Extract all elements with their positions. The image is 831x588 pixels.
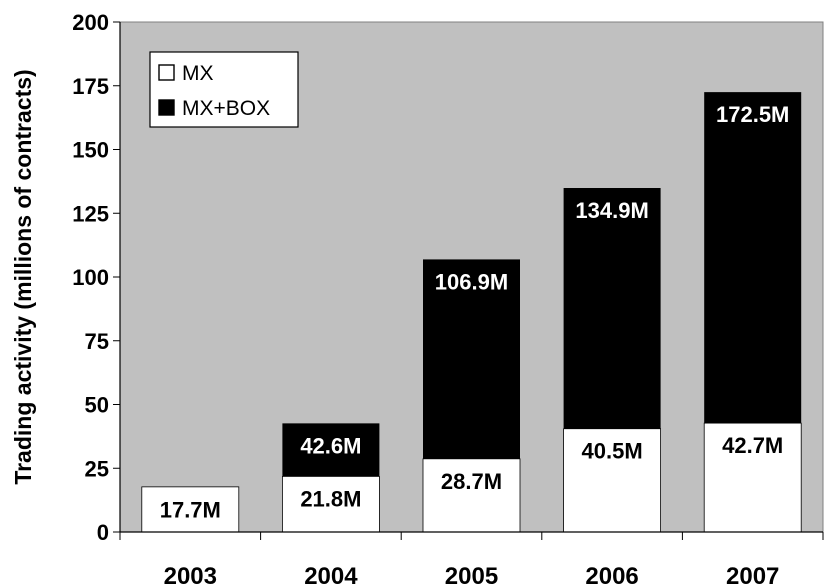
x-tick-label-2006: 2006 <box>585 563 638 588</box>
y-tick-label-50: 50 <box>85 393 109 418</box>
bar-mx-box-2007 <box>704 92 802 424</box>
axes-layer: 2003 2004 2005 2006 2007 0 25 50 75 100 125 150 175 2… <box>72 10 824 588</box>
bar-mx-box-2005 <box>423 259 520 459</box>
legend: MX MX+BOX <box>149 51 299 128</box>
data-label-mx-box-2006: 134.9M <box>575 198 648 223</box>
y-tick-label-75: 75 <box>85 329 109 354</box>
y-axis-label: Trading activity (millions of contracts) <box>10 69 36 484</box>
x-tick-label-2007: 2007 <box>726 563 779 588</box>
y-tick-label-150: 150 <box>72 138 109 163</box>
data-label-mx-2004: 21.8M <box>300 486 361 511</box>
data-label-mx-2006: 40.5M <box>582 439 643 464</box>
bar-mx-2004 <box>281 476 380 533</box>
legend-swatch-mx <box>158 64 175 81</box>
data-label-mx-box-2005: 106.9M <box>435 269 508 294</box>
y-tick-label-125: 125 <box>72 201 109 226</box>
y-tick-label-0: 0 <box>97 520 109 545</box>
data-label-mx-2007: 42.7M <box>722 433 783 458</box>
x-tick-label-2003: 2003 <box>164 563 217 588</box>
y-tick-label-25: 25 <box>85 456 109 481</box>
bar-mx-2003 <box>141 486 240 533</box>
bar-mx-box-2004 <box>282 423 380 477</box>
x-tick-label-2004: 2004 <box>304 563 358 588</box>
data-label-mx-box-2007: 172.5M <box>716 102 789 127</box>
bars-layer <box>141 92 802 533</box>
y-tick-label-175: 175 <box>72 74 109 99</box>
legend-label-mx: MX <box>182 62 214 85</box>
legend-label-mx-box: MX+BOX <box>182 97 270 120</box>
x-tick-label-2005: 2005 <box>445 563 498 588</box>
bar-mx-2005 <box>422 458 521 533</box>
data-label-mx-box-2004: 42.6M <box>300 433 361 458</box>
data-label-mx-2003: 17.7M <box>160 497 221 522</box>
bar-mx-box-2006 <box>563 188 661 429</box>
y-tick-label-100: 100 <box>72 265 109 290</box>
y-tick-label-200: 200 <box>72 10 109 35</box>
data-labels-layer: 17.7M 21.8M 42.6M 28.7M 106.9M 40.5M 134.9M 42.… <box>160 102 790 522</box>
data-label-mx-2005: 28.7M <box>441 469 502 494</box>
legend-swatch-mx-box <box>158 99 175 116</box>
